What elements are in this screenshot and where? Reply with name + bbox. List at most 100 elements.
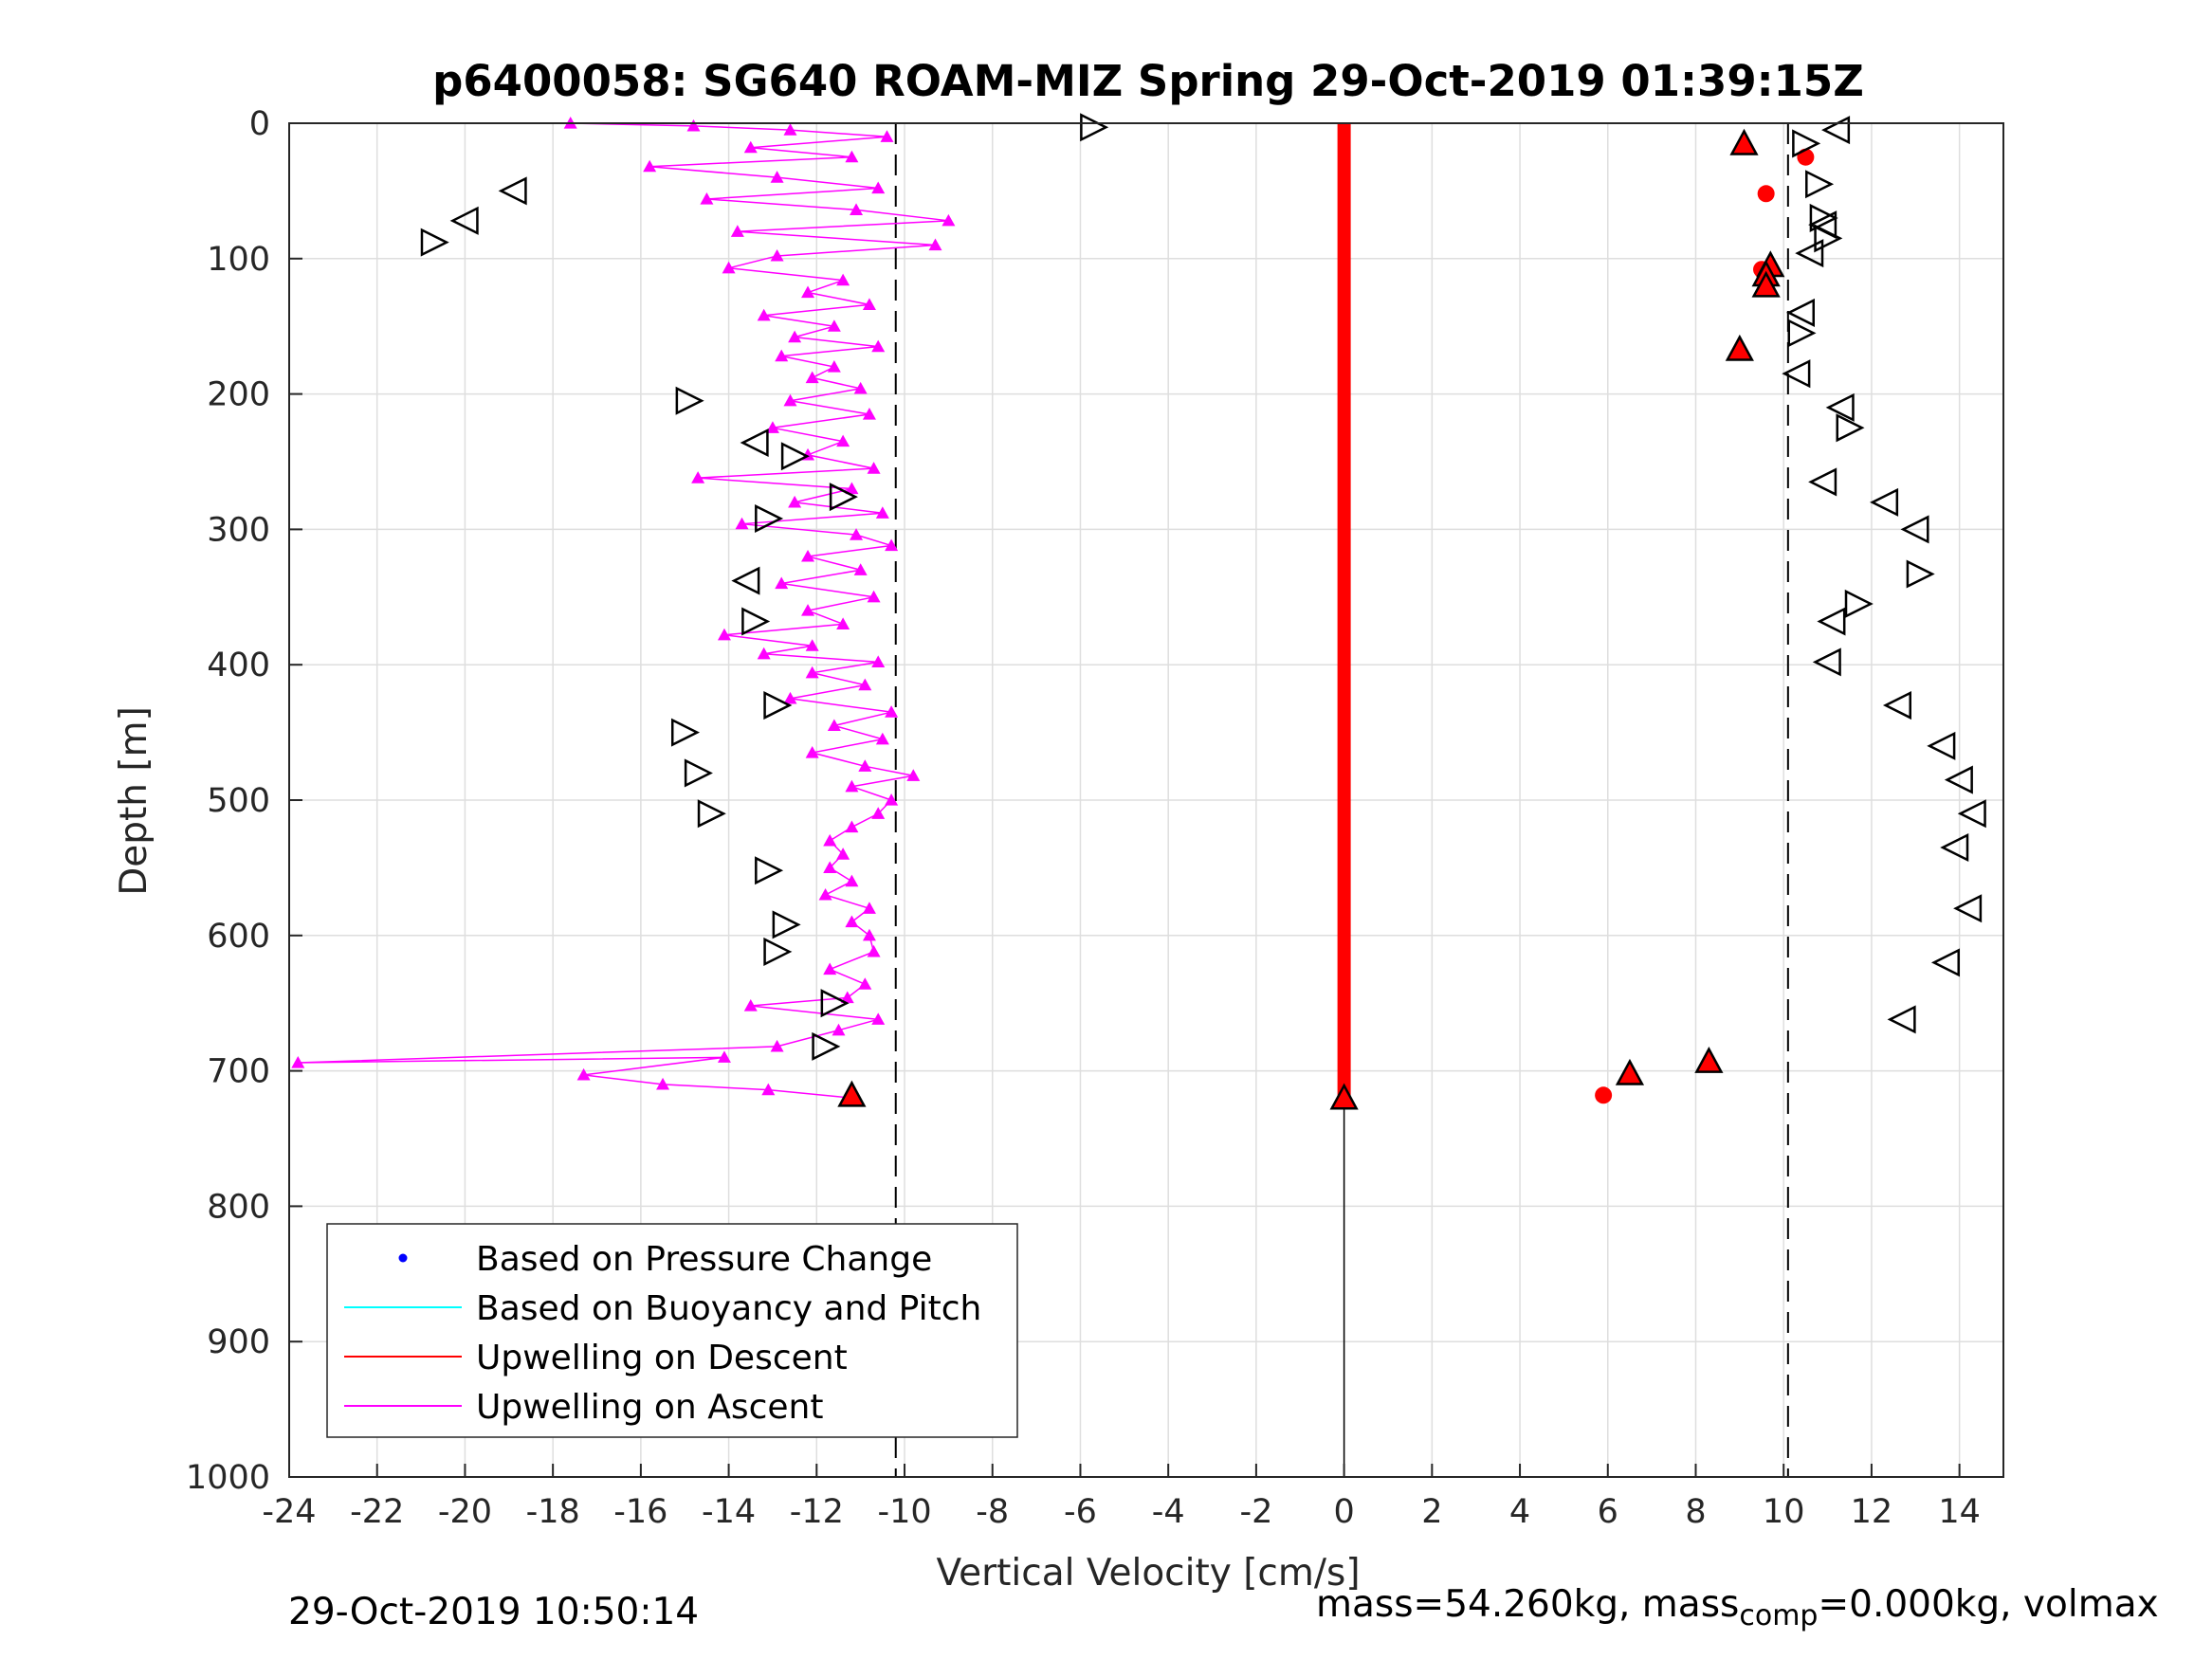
descent-point bbox=[1595, 1086, 1613, 1104]
open-triangle-marker bbox=[1787, 319, 1817, 348]
ascent-point bbox=[845, 820, 859, 833]
x-tick-label: 8 bbox=[1685, 1493, 1706, 1531]
x-tick-label: -22 bbox=[350, 1493, 404, 1531]
ascent-point bbox=[770, 1039, 784, 1052]
open-triangle-marker bbox=[763, 937, 793, 966]
ascent-point bbox=[823, 962, 837, 975]
ascent-point bbox=[765, 421, 779, 433]
ascent-point bbox=[823, 833, 837, 847]
ascent-point bbox=[858, 977, 872, 990]
ascent-point bbox=[862, 408, 876, 420]
ascent-point bbox=[823, 861, 837, 873]
ascent-point bbox=[576, 1067, 591, 1081]
open-triangle-marker bbox=[1805, 170, 1835, 199]
descent-point bbox=[1757, 185, 1775, 203]
y-tick-label: 900 bbox=[207, 1323, 270, 1361]
ascent-line bbox=[298, 122, 949, 1099]
mass-footer-suffix: =0.000kg, volmax bbox=[1818, 1583, 2159, 1626]
ascent-point bbox=[862, 928, 876, 941]
ascent-point bbox=[801, 604, 815, 616]
ascent-point bbox=[788, 495, 802, 508]
open-triangle-marker bbox=[1814, 224, 1843, 253]
x-tick-label: 2 bbox=[1421, 1493, 1442, 1531]
legend-label: Upwelling on Descent bbox=[476, 1339, 848, 1377]
mass-footer-prefix: mass=54.260kg, mass bbox=[1316, 1583, 1740, 1626]
ascent-point bbox=[862, 298, 876, 310]
y-tick-label: 700 bbox=[207, 1053, 270, 1091]
open-triangle-marker bbox=[1940, 832, 1969, 863]
x-tick-label: 12 bbox=[1851, 1493, 1893, 1531]
x-tick-label: 0 bbox=[1333, 1493, 1354, 1531]
open-triangle-marker bbox=[1809, 203, 1838, 232]
ascent-point bbox=[805, 371, 819, 384]
ascent-point bbox=[858, 678, 872, 691]
open-triangle-marker bbox=[731, 566, 760, 595]
ascent-point bbox=[686, 118, 701, 132]
ascent-point bbox=[850, 528, 864, 540]
ascent-point bbox=[722, 261, 736, 274]
open-triangle-marker bbox=[1836, 413, 1865, 443]
x-tick-label: -24 bbox=[262, 1493, 316, 1531]
ascent-point bbox=[818, 887, 832, 901]
ascent-point bbox=[871, 1012, 886, 1025]
ascent-point bbox=[867, 462, 881, 474]
ascent-point bbox=[941, 213, 956, 227]
legend-label: Upwelling on Ascent bbox=[476, 1388, 823, 1427]
legend-dot bbox=[398, 1253, 408, 1263]
ascent-point bbox=[836, 273, 850, 286]
open-triangle-marker bbox=[1844, 589, 1874, 618]
open-triangle-marker bbox=[670, 718, 701, 747]
ascent-point bbox=[757, 308, 771, 321]
ascent-point bbox=[836, 848, 850, 860]
ascent-point bbox=[656, 1077, 670, 1090]
ascent-point bbox=[845, 779, 859, 793]
ascent-point bbox=[836, 617, 850, 629]
axis-ticks: -24 -22 -20 -18 -16 -14 -12 -10 -8 -6 -4 -2 0 2 4 6 8 10 1… bbox=[186, 105, 1981, 1531]
ascent-point bbox=[691, 471, 705, 483]
ascent-point bbox=[805, 746, 819, 758]
open-triangle-marker bbox=[1080, 113, 1109, 142]
open-triangle-marker bbox=[1944, 765, 1973, 794]
ascent-point bbox=[885, 705, 899, 718]
ascent-point bbox=[717, 628, 731, 641]
red-triangle-marker bbox=[1725, 334, 1754, 361]
ascent-point bbox=[291, 1056, 305, 1068]
open-triangle-marker bbox=[1825, 392, 1855, 422]
ascent-point bbox=[700, 191, 714, 205]
red-triangle-marker bbox=[1615, 1058, 1645, 1085]
ascent-point bbox=[928, 238, 942, 251]
ascent-point bbox=[867, 944, 881, 957]
open-triangle-marker bbox=[1927, 731, 1956, 760]
x-tick-label: 10 bbox=[1763, 1493, 1805, 1531]
red-triangle-marker bbox=[1729, 128, 1759, 155]
ascent-point bbox=[827, 319, 841, 332]
x-tick-label: -4 bbox=[1152, 1493, 1185, 1531]
ascent-point bbox=[783, 691, 797, 704]
open-triangle-marker bbox=[780, 442, 810, 471]
open-triangle-marker bbox=[755, 856, 784, 885]
y-tick-label: 600 bbox=[207, 918, 270, 956]
ascent-point bbox=[783, 123, 797, 136]
open-triangle-marker bbox=[1957, 799, 1986, 829]
y-tick-label: 0 bbox=[249, 105, 270, 143]
ascent-point bbox=[862, 902, 876, 914]
open-triangle-marker bbox=[763, 691, 793, 720]
timestamp-footer: 29-Oct-2019 10:50:14 bbox=[288, 1591, 700, 1633]
ascent-point bbox=[845, 915, 859, 928]
ascent-point bbox=[643, 159, 657, 173]
y-tick-label: 800 bbox=[207, 1188, 270, 1226]
ascent-point bbox=[871, 655, 886, 667]
open-triangle-marker bbox=[697, 799, 726, 829]
ascent-point bbox=[801, 285, 815, 299]
y-tick-label: 200 bbox=[207, 376, 270, 414]
open-triangle-marker bbox=[772, 910, 801, 939]
x-tick-label: -18 bbox=[526, 1493, 580, 1531]
x-tick-label: -8 bbox=[976, 1493, 1009, 1531]
open-triangle-marker bbox=[1808, 467, 1837, 497]
ascent-point bbox=[840, 991, 854, 1004]
open-triangle-marker bbox=[755, 503, 784, 533]
open-triangle-marker bbox=[1870, 487, 1899, 517]
ascent-point bbox=[743, 999, 758, 1012]
open-triangle-marker bbox=[1900, 515, 1929, 544]
